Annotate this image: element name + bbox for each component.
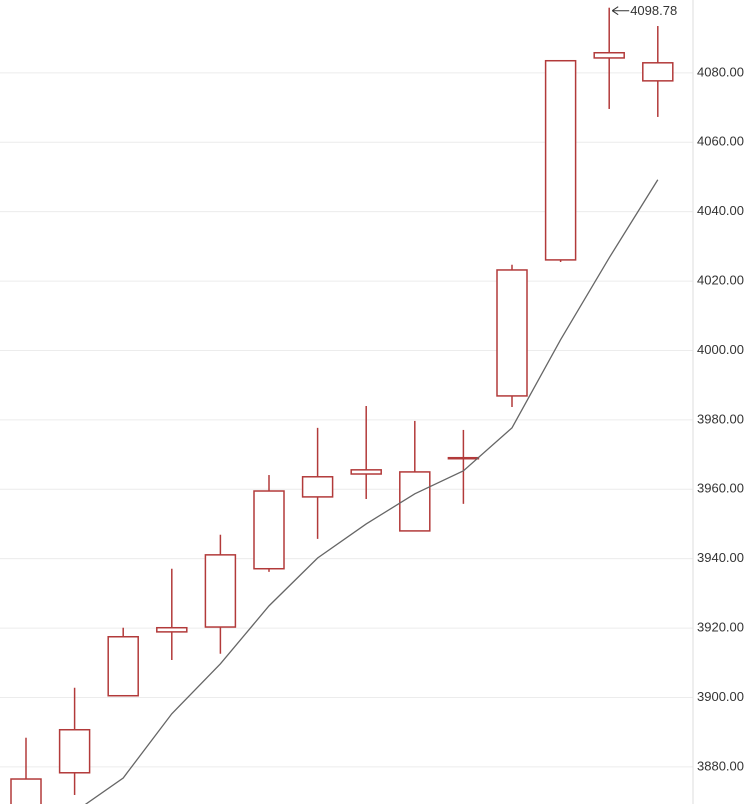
candle-body xyxy=(204,554,237,628)
candle-body xyxy=(10,778,42,804)
y-tick-label: 4000.00 xyxy=(697,342,744,357)
candle-body xyxy=(544,59,577,261)
candle-body xyxy=(496,269,528,397)
y-tick-label: 4080.00 xyxy=(697,64,744,79)
candle-body xyxy=(350,469,382,475)
y-tick-label: 3960.00 xyxy=(697,481,744,496)
y-tick-label: 4060.00 xyxy=(697,134,744,149)
plot-area xyxy=(10,6,674,804)
candle-body xyxy=(642,62,674,82)
y-tick-label: 3940.00 xyxy=(697,550,744,565)
candle-body xyxy=(593,51,625,59)
candle-body xyxy=(107,635,139,697)
candle-body xyxy=(253,490,285,570)
candle-body xyxy=(156,626,188,633)
grid xyxy=(0,72,693,768)
y-tick-label: 3980.00 xyxy=(697,411,744,426)
y-tick-label: 3920.00 xyxy=(697,620,744,635)
y-tick-label: 3900.00 xyxy=(697,689,744,704)
max-label: 4098.78 xyxy=(630,3,677,18)
annotation-arrow xyxy=(611,6,630,16)
y-axis: 3880.00 3900.00 3920.00 3940.00 3960.00 3980.… xyxy=(697,64,744,773)
candle-body xyxy=(58,728,91,774)
candle-body xyxy=(399,471,431,532)
moving-average xyxy=(84,179,659,804)
candle-body xyxy=(301,476,334,498)
y-tick-label: 3880.00 xyxy=(697,758,744,773)
y-tick-label: 4020.00 xyxy=(697,273,744,288)
candle-body xyxy=(447,456,480,460)
y-tick-label: 4040.00 xyxy=(697,203,744,218)
